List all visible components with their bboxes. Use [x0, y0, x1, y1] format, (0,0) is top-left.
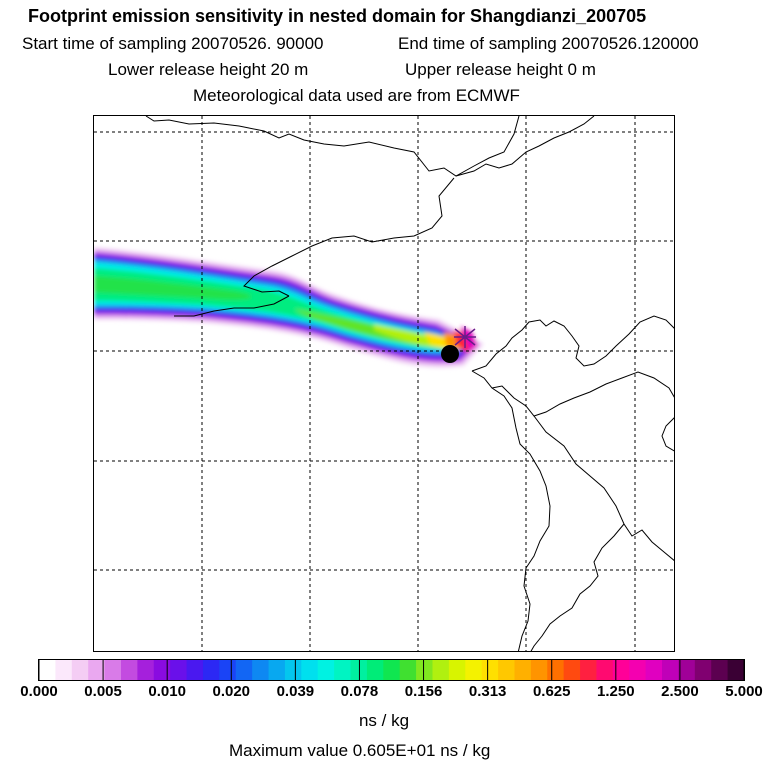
colorbar-tick-label: 0.156 [404, 683, 443, 700]
colorbar-swatch [137, 660, 155, 680]
colorbar-swatch [301, 660, 319, 680]
colorbar-tick-label: 0.313 [468, 683, 507, 700]
colorbar-swatch [170, 660, 188, 680]
colorbar-swatch [252, 660, 270, 680]
colorbar-swatch [580, 660, 598, 680]
colorbar-swatch [629, 660, 647, 680]
colorbar-tick-label: 5.000 [725, 683, 763, 700]
colorbar-swatch [547, 660, 565, 680]
colorbar-swatch [530, 660, 548, 680]
chart-title: Footprint emission sensitivity in nested… [28, 6, 647, 26]
colorbar-tick-label: 0.039 [276, 683, 315, 700]
colorbar-units-label: ns / kg [358, 711, 410, 730]
upper-release-height-label: Upper release height 0 m [405, 60, 596, 79]
colorbar-swatch [88, 660, 106, 680]
sampling-start-label: Start time of sampling 20070526. 90000 [22, 34, 324, 53]
met-data-label: Meteorological data used are from ECMWF [193, 86, 520, 105]
colorbar-svg [38, 660, 745, 680]
colorbar-swatch [235, 660, 253, 680]
coastline-lines [145, 116, 674, 651]
colorbar-swatch [284, 660, 302, 680]
colorbar-swatch [366, 660, 384, 680]
colorbar-swatch [383, 660, 401, 680]
colorbar-tick-label: 0.000 [20, 683, 58, 700]
colorbar-swatch [498, 660, 516, 680]
colorbar-tick-label: 2.500 [661, 683, 699, 700]
colorbar-swatch [678, 660, 696, 680]
colorbar-swatch [317, 660, 335, 680]
colorbar-swatch [71, 660, 89, 680]
map-plot-area [93, 115, 675, 652]
colorbar-swatch [481, 660, 499, 680]
colorbar-swatch [153, 660, 171, 680]
colorbar-swatch [39, 660, 56, 680]
colorbar-tick-label: 0.020 [212, 683, 251, 700]
colorbar-swatch [55, 660, 73, 680]
colorbar-swatch [711, 660, 729, 680]
colorbar-swatch [448, 660, 466, 680]
colorbar-swatch [612, 660, 630, 680]
colorbar-swatch [596, 660, 614, 680]
colorbar-swatch [645, 660, 663, 680]
colorbar-swatch [416, 660, 434, 680]
colorbar-swatch [727, 660, 745, 680]
sampling-end-label: End time of sampling 20070526.120000 [398, 34, 699, 53]
lat-lon-grid [94, 116, 674, 651]
map-svg [94, 116, 674, 651]
colorbar-swatch [694, 660, 712, 680]
receptor-marker [454, 326, 476, 348]
colorbar-tick-label: 0.078 [340, 683, 379, 700]
colorbar-swatch [334, 660, 352, 680]
colorbar-tick-label: 0.005 [84, 683, 122, 700]
release-location-dot [441, 345, 459, 363]
lower-release-height-label: Lower release height 20 m [108, 60, 309, 79]
colorbar-tick-label: 0.625 [532, 683, 571, 700]
colorbar-swatch [399, 660, 417, 680]
colorbar-swatch [465, 660, 483, 680]
colorbar-swatch [120, 660, 138, 680]
colorbar-swatch [268, 660, 286, 680]
colorbar-swatch [514, 660, 532, 680]
colorbar-tick-label: 1.250 [597, 683, 635, 700]
colorbar-swatch [186, 660, 204, 680]
colorbar-swatch [432, 660, 450, 680]
colorbar-swatch [219, 660, 237, 680]
colorbar-tick-label: 0.010 [148, 683, 186, 700]
colorbar-swatch [563, 660, 581, 680]
colorbar [38, 659, 745, 681]
emission-plume [94, 247, 484, 368]
maximum-value-label: Maximum value 0.605E+01 ns / kg [229, 741, 491, 760]
colorbar-swatch [104, 660, 122, 680]
colorbar-swatch [202, 660, 220, 680]
colorbar-swatch [662, 660, 680, 680]
